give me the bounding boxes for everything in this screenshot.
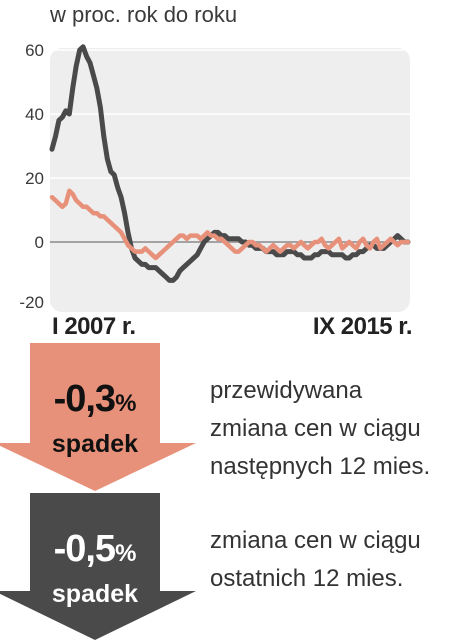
y-tick-label: -20 [19, 293, 44, 312]
line-chart: 60 40 20 0 -20 [19, 41, 411, 312]
past-description: zmiana cen w ciągu ostatnich 12 mies. [210, 527, 421, 592]
y-tick-label: 40 [25, 105, 44, 124]
x-start-label: I 2007 r. [52, 313, 136, 340]
past-arrow [0, 493, 200, 643]
past-value: -0,5% [53, 528, 137, 570]
y-tick-label: 20 [25, 169, 44, 188]
forecast-arrow [0, 343, 200, 493]
series-line-dark [49, 44, 411, 283]
series-line-salmon [49, 188, 411, 261]
chart-panel [50, 48, 410, 312]
chart-subtitle: w proc. rok do roku [50, 2, 238, 27]
past-label: spadek [51, 580, 139, 608]
x-end-label: IX 2015 r. [312, 313, 413, 340]
forecast-label: spadek [51, 430, 139, 458]
forecast-description: przewidywana zmiana cen w ciągu następny… [210, 377, 431, 480]
y-tick-label: 60 [25, 41, 44, 60]
forecast-value: -0,3% [53, 378, 137, 420]
y-tick-label: 0 [35, 233, 44, 252]
